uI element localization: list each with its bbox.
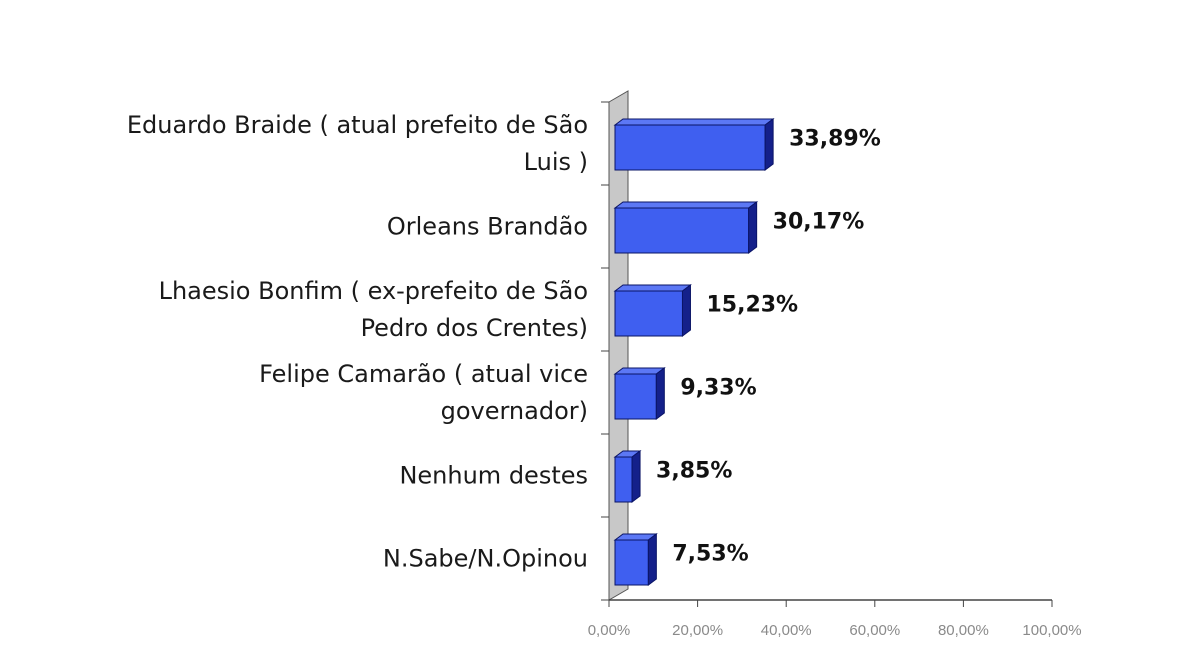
bar-side-face xyxy=(631,450,641,503)
category-label: N.Sabe/N.Opinou xyxy=(383,545,588,573)
bar xyxy=(614,124,766,171)
category-label: Eduardo Braide ( atual prefeito de São xyxy=(127,111,588,139)
bar-side-face xyxy=(764,118,774,171)
x-tick-label: 80,00% xyxy=(938,622,989,639)
data-label: 9,33% xyxy=(680,376,756,401)
x-tick-label: 0,00% xyxy=(588,622,631,639)
category-label: governador) xyxy=(441,397,588,425)
category-label: Luis ) xyxy=(524,148,588,176)
bar xyxy=(614,539,649,586)
x-tick-label: 20,00% xyxy=(672,622,723,639)
bar-side-face xyxy=(647,533,657,586)
bar-side-face xyxy=(748,201,758,254)
bar xyxy=(614,290,683,337)
data-label: 3,85% xyxy=(656,459,732,484)
bar-side-face xyxy=(681,284,691,337)
bar xyxy=(614,207,750,254)
bar-side-face xyxy=(655,367,665,420)
data-label: 7,53% xyxy=(672,542,748,567)
x-tick-label: 60,00% xyxy=(849,622,900,639)
data-label: 33,89% xyxy=(789,127,881,152)
data-label: 15,23% xyxy=(706,293,798,318)
bar-top-face xyxy=(613,118,775,126)
data-label: 30,17% xyxy=(773,210,865,235)
bar xyxy=(614,373,657,420)
x-tick-label: 40,00% xyxy=(761,622,812,639)
category-label: Orleans Brandão xyxy=(387,213,588,241)
category-label: Felipe Camarão ( atual vice xyxy=(259,360,588,388)
bar-top-face xyxy=(613,201,759,209)
x-tick-label: 100,00% xyxy=(1022,622,1081,639)
bar-top-face xyxy=(613,284,692,292)
category-label: Nenhum destes xyxy=(399,462,588,490)
category-label: Lhaesio Bonfim ( ex-prefeito de São xyxy=(159,277,588,305)
category-label: Pedro dos Crentes) xyxy=(361,314,588,342)
bar xyxy=(614,456,633,503)
